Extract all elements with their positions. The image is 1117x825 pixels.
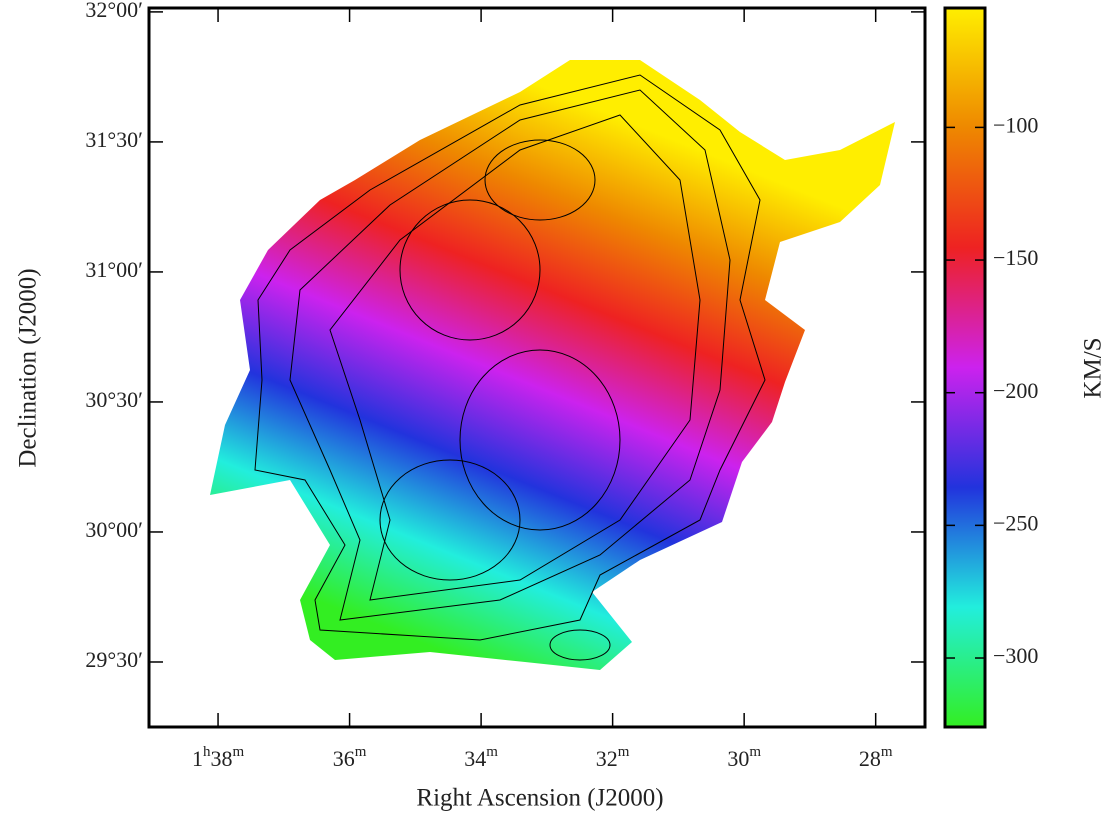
y-axis-label: Declination (J2000) [15,268,42,467]
x-tick-label: 30m [727,744,761,771]
y-tick-label: 31°00′ [85,257,143,282]
x-tick-label: 28m [859,744,893,771]
colorbar-tick-label: −150 [993,245,1038,270]
x-tick-label: 1h38m [192,744,245,771]
x-axis-label: Right Ascension (J2000) [416,785,663,812]
colorbar-tick-label: −300 [993,643,1038,668]
contours [254,74,766,661]
colorbar [943,6,987,729]
velocity-map [210,60,895,670]
colorbar-tick-label: −100 [993,112,1038,137]
colorbar-label: KM/S [1080,337,1107,398]
y-tick-label: 30°30′ [85,387,143,412]
plot-frame [147,6,927,729]
colorbar-tick-label: −200 [993,378,1038,403]
y-tick-label: 32°00′ [85,0,143,22]
y-tick-label: 31°30′ [85,127,143,152]
x-tick-label: 34m [464,744,498,771]
galaxy-emission [210,60,895,670]
colorbar-tick-label: −250 [993,510,1038,535]
x-tick-label: 32m [596,744,630,771]
y-tick-label: 30°00′ [85,517,143,542]
x-tick-label: 36m [333,744,367,771]
y-tick-label: 29°30′ [85,647,143,672]
